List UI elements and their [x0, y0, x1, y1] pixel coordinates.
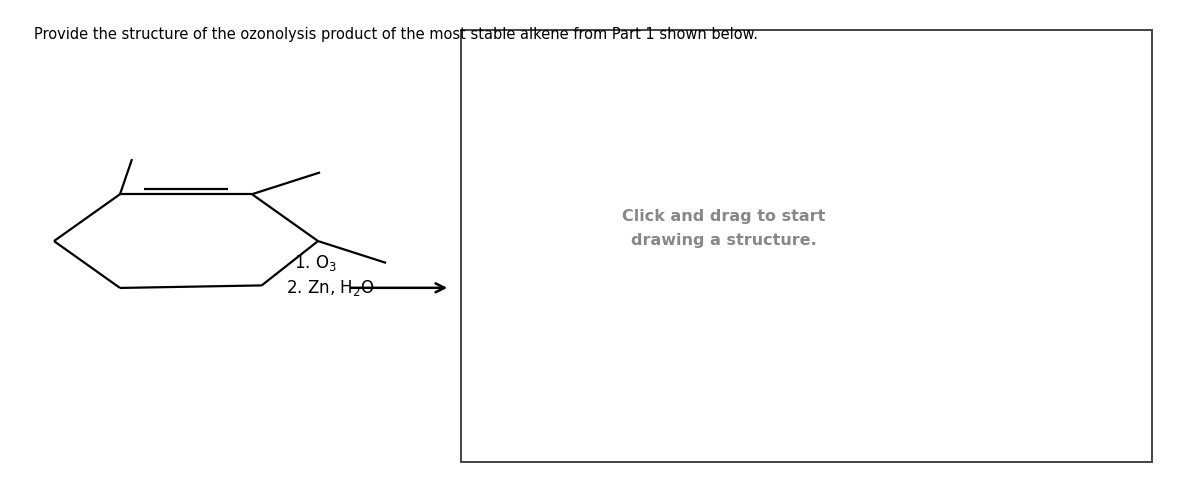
- Text: Click and drag to start
drawing a structure.: Click and drag to start drawing a struct…: [622, 209, 826, 248]
- Text: 1. O$_3$: 1. O$_3$: [294, 253, 337, 273]
- Text: 2. Zn, H$_2$O: 2. Zn, H$_2$O: [286, 278, 374, 298]
- Text: Provide the structure of the ozonolysis product of the most stable alkene from P: Provide the structure of the ozonolysis …: [34, 27, 757, 42]
- Bar: [461, 30, 1152, 462]
